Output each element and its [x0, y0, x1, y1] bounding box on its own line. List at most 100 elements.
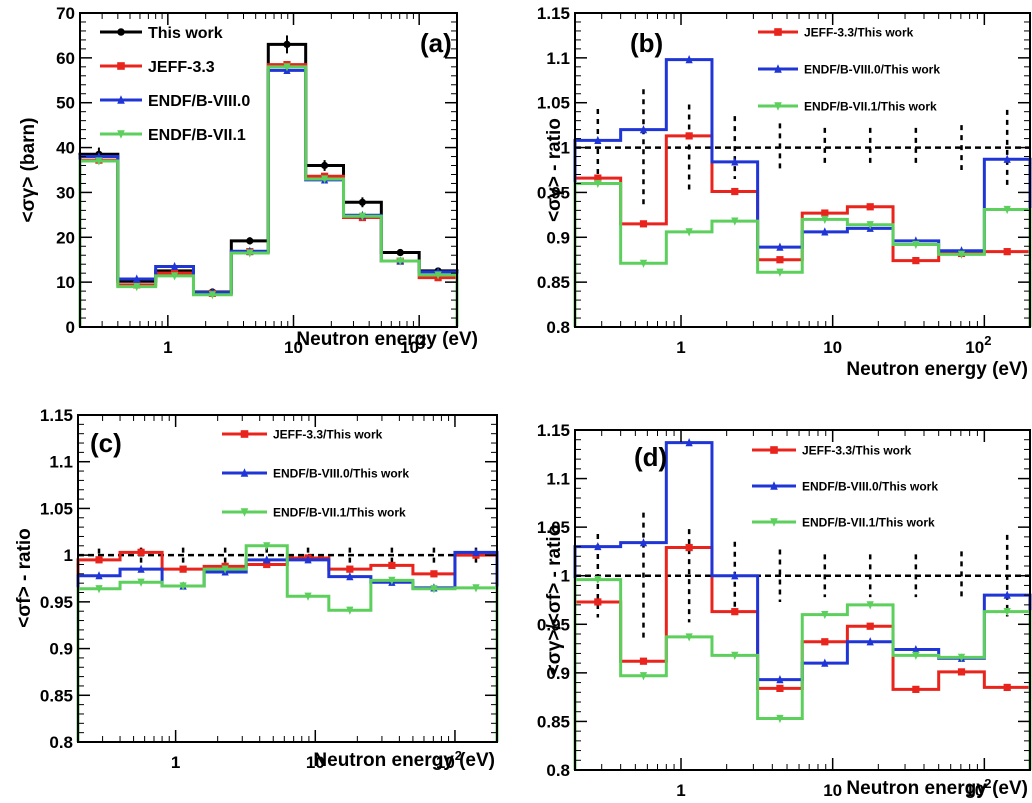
marker-circle	[117, 28, 125, 36]
marker-square	[594, 174, 602, 182]
marker-square	[866, 622, 874, 630]
marker-circle	[320, 161, 329, 170]
plot-frame	[574, 12, 1031, 328]
y-tick-label: 1.15	[40, 406, 73, 425]
y-tick-label: 1.1	[546, 49, 570, 68]
legend-label: ENDF/B-VII.1/This work	[804, 99, 937, 113]
chart-panel-c: 0.8 0.85 0.9 0.95 1 1.05 1.1 1.15 1 10 102Neutron …	[14, 406, 499, 772]
marker-square	[594, 598, 602, 606]
marker-triangle-down	[912, 651, 920, 660]
marker-square	[912, 685, 920, 693]
marker-square	[1003, 248, 1011, 256]
legend-label: ENDF/B-VIII.0/This work	[273, 466, 409, 480]
y-tick-label: 0.8	[49, 733, 73, 752]
y-axis-label: <σγ>/<σf> - ratio	[544, 525, 565, 676]
marker-triangle-down	[95, 585, 103, 594]
marker-square	[770, 446, 778, 454]
marker-triangle-down	[434, 271, 442, 280]
marker-square	[866, 203, 874, 211]
marker-triangle-down	[358, 212, 367, 221]
marker-triangle-up	[594, 541, 602, 551]
legend-label: JEFF-3.3/This work	[273, 427, 383, 441]
x-tick-label: 10	[823, 781, 842, 800]
marker-triangle-up	[117, 95, 125, 104]
marker-triangle-up	[639, 538, 648, 547]
y-tick-label: 0.9	[546, 228, 570, 247]
x-tick-label: 102	[436, 748, 462, 772]
chart-panel-b: 0.8 0.85 0.9 0.95 1 1.05 1.1 1.15 1 10 102Neutron …	[537, 4, 1032, 380]
marker-square	[731, 608, 739, 616]
marker-triangle-up	[731, 157, 739, 166]
marker-triangle-down	[1003, 608, 1011, 617]
marker-triangle-up	[685, 438, 693, 447]
x-axis-label: Neutron energy (eV)	[846, 359, 1028, 380]
x-tick-label: 10	[284, 338, 303, 357]
marker-triangle-down	[304, 592, 312, 601]
plot-frame	[79, 12, 458, 328]
marker-square	[685, 132, 693, 140]
legend-label: JEFF-3.3	[148, 59, 215, 76]
y-tick-label: 1.1	[49, 453, 73, 472]
marker-triangle-down	[95, 157, 103, 166]
marker-triangle-down	[221, 565, 229, 574]
x-tick-label: 102	[965, 776, 991, 800]
legend: JEFF-3.3/This work ENDF/B-VIII.0/This wor…	[222, 427, 409, 519]
marker-square	[95, 556, 103, 564]
y-axis-label: <σf> - ratio	[14, 528, 35, 628]
x-tick-label: 1	[676, 781, 685, 800]
y-tick-label: 0.85	[537, 712, 570, 731]
marker-square	[346, 565, 354, 573]
marker-triangle-down	[776, 268, 784, 277]
marker-triangle-down	[821, 610, 829, 620]
marker-triangle-up	[304, 555, 312, 564]
marker-triangle-down	[283, 63, 291, 72]
marker-triangle-down	[821, 215, 829, 224]
marker-triangle-up	[776, 242, 784, 251]
y-tick-label: 30	[56, 183, 75, 202]
x-tick-label: 1	[676, 338, 685, 357]
y-tick-label: 1.15	[537, 421, 570, 440]
marker-triangle-up	[866, 637, 874, 646]
legend-label: ENDF/B-VIII.0	[148, 93, 250, 110]
x-tick-label: 1	[171, 753, 180, 772]
marker-triangle-down	[866, 601, 874, 610]
marker-triangle-up	[912, 644, 920, 654]
marker-triangle-down	[770, 518, 778, 527]
plot-frame	[574, 429, 1031, 771]
y-tick-label: 0.95	[537, 183, 570, 202]
marker-triangle-down	[170, 272, 179, 281]
legend-label: JEFF-3.3/This work	[802, 443, 912, 457]
y-tick-label: 1.1	[546, 470, 570, 489]
y-tick-label: 0.85	[537, 273, 570, 292]
marker-square	[731, 187, 739, 196]
y-tick-label: 20	[56, 228, 75, 247]
y-tick-label: 0.9	[546, 664, 570, 683]
y-tick-label: 0.95	[537, 615, 570, 634]
marker-triangle-down	[179, 582, 187, 591]
marker-square	[821, 638, 829, 646]
marker-triangle-up	[170, 261, 179, 271]
marker-triangle-up	[133, 274, 141, 283]
marker-triangle-up	[95, 571, 103, 580]
marker-triangle-down	[639, 259, 648, 268]
marker-triangle-up	[639, 125, 648, 134]
marker-triangle-up	[774, 64, 782, 73]
marker-square	[137, 548, 145, 556]
y-tick-label: 40	[56, 139, 75, 158]
marker-triangle-up	[821, 658, 829, 667]
series-endf71	[78, 63, 459, 327]
y-tick-label: 0.85	[40, 686, 73, 705]
marker-triangle-down	[396, 257, 404, 266]
marker-circle	[396, 248, 404, 257]
marker-triangle-down	[776, 714, 784, 724]
marker-triangle-up	[1003, 154, 1011, 163]
marker-triangle-up	[1003, 590, 1011, 599]
marker-square	[117, 62, 125, 70]
marker-triangle-down	[240, 508, 249, 517]
marker-square	[263, 560, 271, 569]
marker-square	[685, 543, 693, 552]
marker-triangle-up	[685, 55, 693, 64]
plot-frame	[77, 414, 498, 743]
marker-square	[957, 668, 966, 676]
y-tick-label: 1.15	[537, 4, 570, 23]
